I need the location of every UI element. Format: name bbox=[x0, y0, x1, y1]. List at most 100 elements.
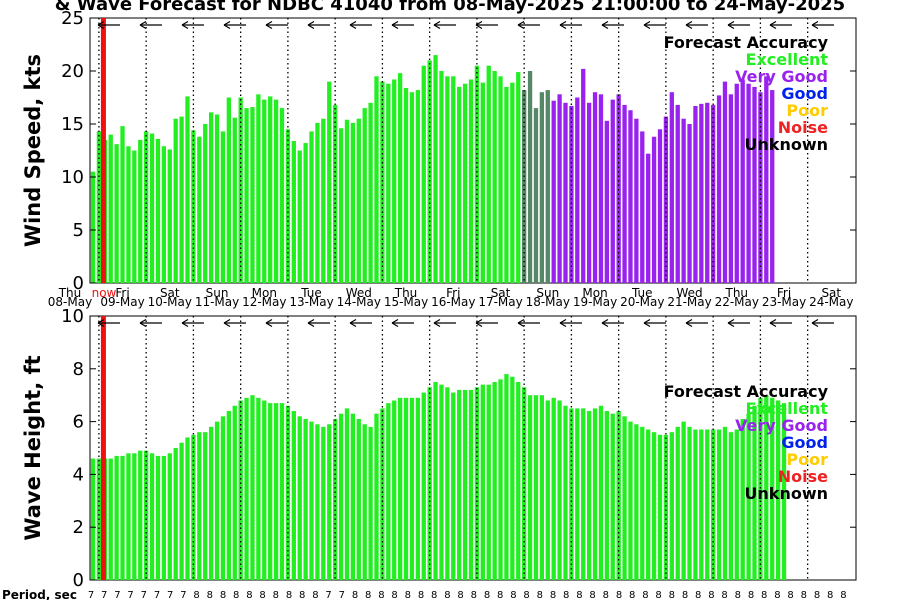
wind-bar bbox=[350, 122, 356, 283]
wind-direction-arrowhead bbox=[265, 20, 273, 30]
wave-bar bbox=[752, 405, 757, 580]
wave-bar bbox=[634, 424, 639, 580]
wave-bar bbox=[108, 458, 113, 580]
wave-bar bbox=[333, 418, 338, 580]
wave-bar bbox=[244, 397, 249, 580]
wind-bar bbox=[640, 131, 645, 283]
wind-direction-arrowhead bbox=[727, 20, 735, 30]
period-value: 8 bbox=[695, 590, 701, 600]
wind-bar bbox=[563, 102, 568, 283]
period-value: 8 bbox=[721, 590, 727, 600]
period-value: 7 bbox=[141, 590, 147, 600]
wave-bar bbox=[279, 403, 285, 580]
period-value: 7 bbox=[154, 590, 160, 600]
wind-direction-arrowhead bbox=[769, 20, 777, 30]
wind-bar bbox=[675, 104, 680, 283]
wave-bar bbox=[338, 413, 344, 580]
wave-bar bbox=[90, 458, 96, 580]
wind-bar bbox=[126, 146, 131, 283]
wave-bar bbox=[516, 382, 521, 580]
period-value: 8 bbox=[246, 590, 252, 600]
wind-bar bbox=[445, 76, 450, 283]
wind-ylabel: Wind Speed, kts bbox=[21, 54, 45, 247]
wind-legend-item: Good bbox=[781, 84, 828, 103]
date-label: 19-May bbox=[573, 295, 617, 309]
wind-bar bbox=[220, 131, 226, 283]
wave-direction-arrowhead bbox=[727, 318, 735, 328]
period-value: 8 bbox=[616, 590, 622, 600]
wind-bar bbox=[397, 73, 403, 284]
wind-bar bbox=[90, 171, 96, 283]
wind-bar bbox=[551, 100, 556, 284]
wave-bar bbox=[451, 392, 456, 580]
wave-bar bbox=[386, 403, 391, 580]
wave-bar bbox=[592, 408, 598, 580]
date-label: 18-May bbox=[526, 295, 570, 309]
wind-direction-arrowhead bbox=[349, 20, 357, 30]
wave-bar bbox=[433, 382, 438, 580]
day-label: Thu bbox=[394, 286, 418, 300]
wind-direction-arrowhead bbox=[811, 20, 819, 30]
wind-bar bbox=[392, 79, 397, 283]
wave-direction-arrowhead bbox=[559, 318, 567, 328]
day-label: Tue bbox=[631, 286, 653, 300]
wave-bar bbox=[138, 450, 143, 580]
wave-bar bbox=[699, 429, 704, 580]
wind-bar bbox=[327, 81, 332, 283]
period-value: 8 bbox=[391, 590, 397, 600]
wind-bar bbox=[433, 55, 438, 283]
date-label: 22-May bbox=[715, 295, 759, 309]
wind-bar bbox=[474, 65, 480, 283]
wave-direction-arrowhead bbox=[769, 318, 777, 328]
wind-direction-arrowhead bbox=[601, 20, 609, 30]
wind-bar bbox=[764, 76, 769, 283]
date-label: 21-May bbox=[667, 295, 711, 309]
period-value: 8 bbox=[748, 590, 754, 600]
wind-bar bbox=[321, 118, 326, 283]
wave-bar bbox=[551, 397, 556, 580]
wind-bar bbox=[197, 136, 202, 283]
wave-legend-item: Poor bbox=[786, 450, 828, 469]
wave-bar bbox=[527, 395, 533, 580]
wave-legend-title: Forecast Accuracy bbox=[664, 382, 829, 401]
period-value: 8 bbox=[774, 590, 780, 600]
wave-bar bbox=[226, 411, 231, 580]
wind-bar bbox=[279, 108, 285, 283]
period-value: 8 bbox=[444, 590, 450, 600]
wave-bar bbox=[510, 376, 515, 580]
wave-bar bbox=[775, 400, 781, 580]
wind-bar bbox=[657, 129, 663, 283]
wave-bar bbox=[126, 453, 131, 580]
period-value: 8 bbox=[193, 590, 199, 600]
wave-bar bbox=[563, 405, 568, 580]
period-value: 8 bbox=[563, 590, 569, 600]
wave-bar bbox=[734, 429, 739, 580]
wave-bar bbox=[581, 408, 586, 580]
wind-ytick-label: 10 bbox=[61, 167, 84, 188]
period-value: 8 bbox=[669, 590, 675, 600]
wind-bar bbox=[208, 112, 214, 283]
wind-bar bbox=[581, 68, 586, 283]
period-value: 8 bbox=[682, 590, 688, 600]
wind-bar bbox=[462, 83, 468, 283]
period-value: 8 bbox=[378, 590, 384, 600]
wave-bar bbox=[397, 397, 403, 580]
wind-bar bbox=[108, 134, 113, 283]
wave-bar bbox=[208, 426, 214, 580]
wave-bar bbox=[722, 426, 728, 580]
wind-direction-arrowhead bbox=[517, 20, 525, 30]
wave-direction-arrowhead bbox=[433, 318, 441, 328]
wave-legend-item: Noise bbox=[778, 467, 828, 486]
wind-bar bbox=[592, 92, 598, 283]
wave-bar bbox=[610, 413, 615, 580]
wave-bar bbox=[309, 421, 314, 580]
period-value: 8 bbox=[418, 590, 424, 600]
date-label: 14-May bbox=[337, 295, 381, 309]
wind-direction-arrowhead bbox=[139, 20, 147, 30]
wind-bar bbox=[362, 108, 367, 283]
wind-bar bbox=[386, 83, 391, 283]
wind-bar bbox=[752, 86, 757, 284]
wind-bar bbox=[297, 150, 302, 283]
wind-bar bbox=[185, 96, 190, 283]
wind-bar bbox=[693, 105, 698, 283]
